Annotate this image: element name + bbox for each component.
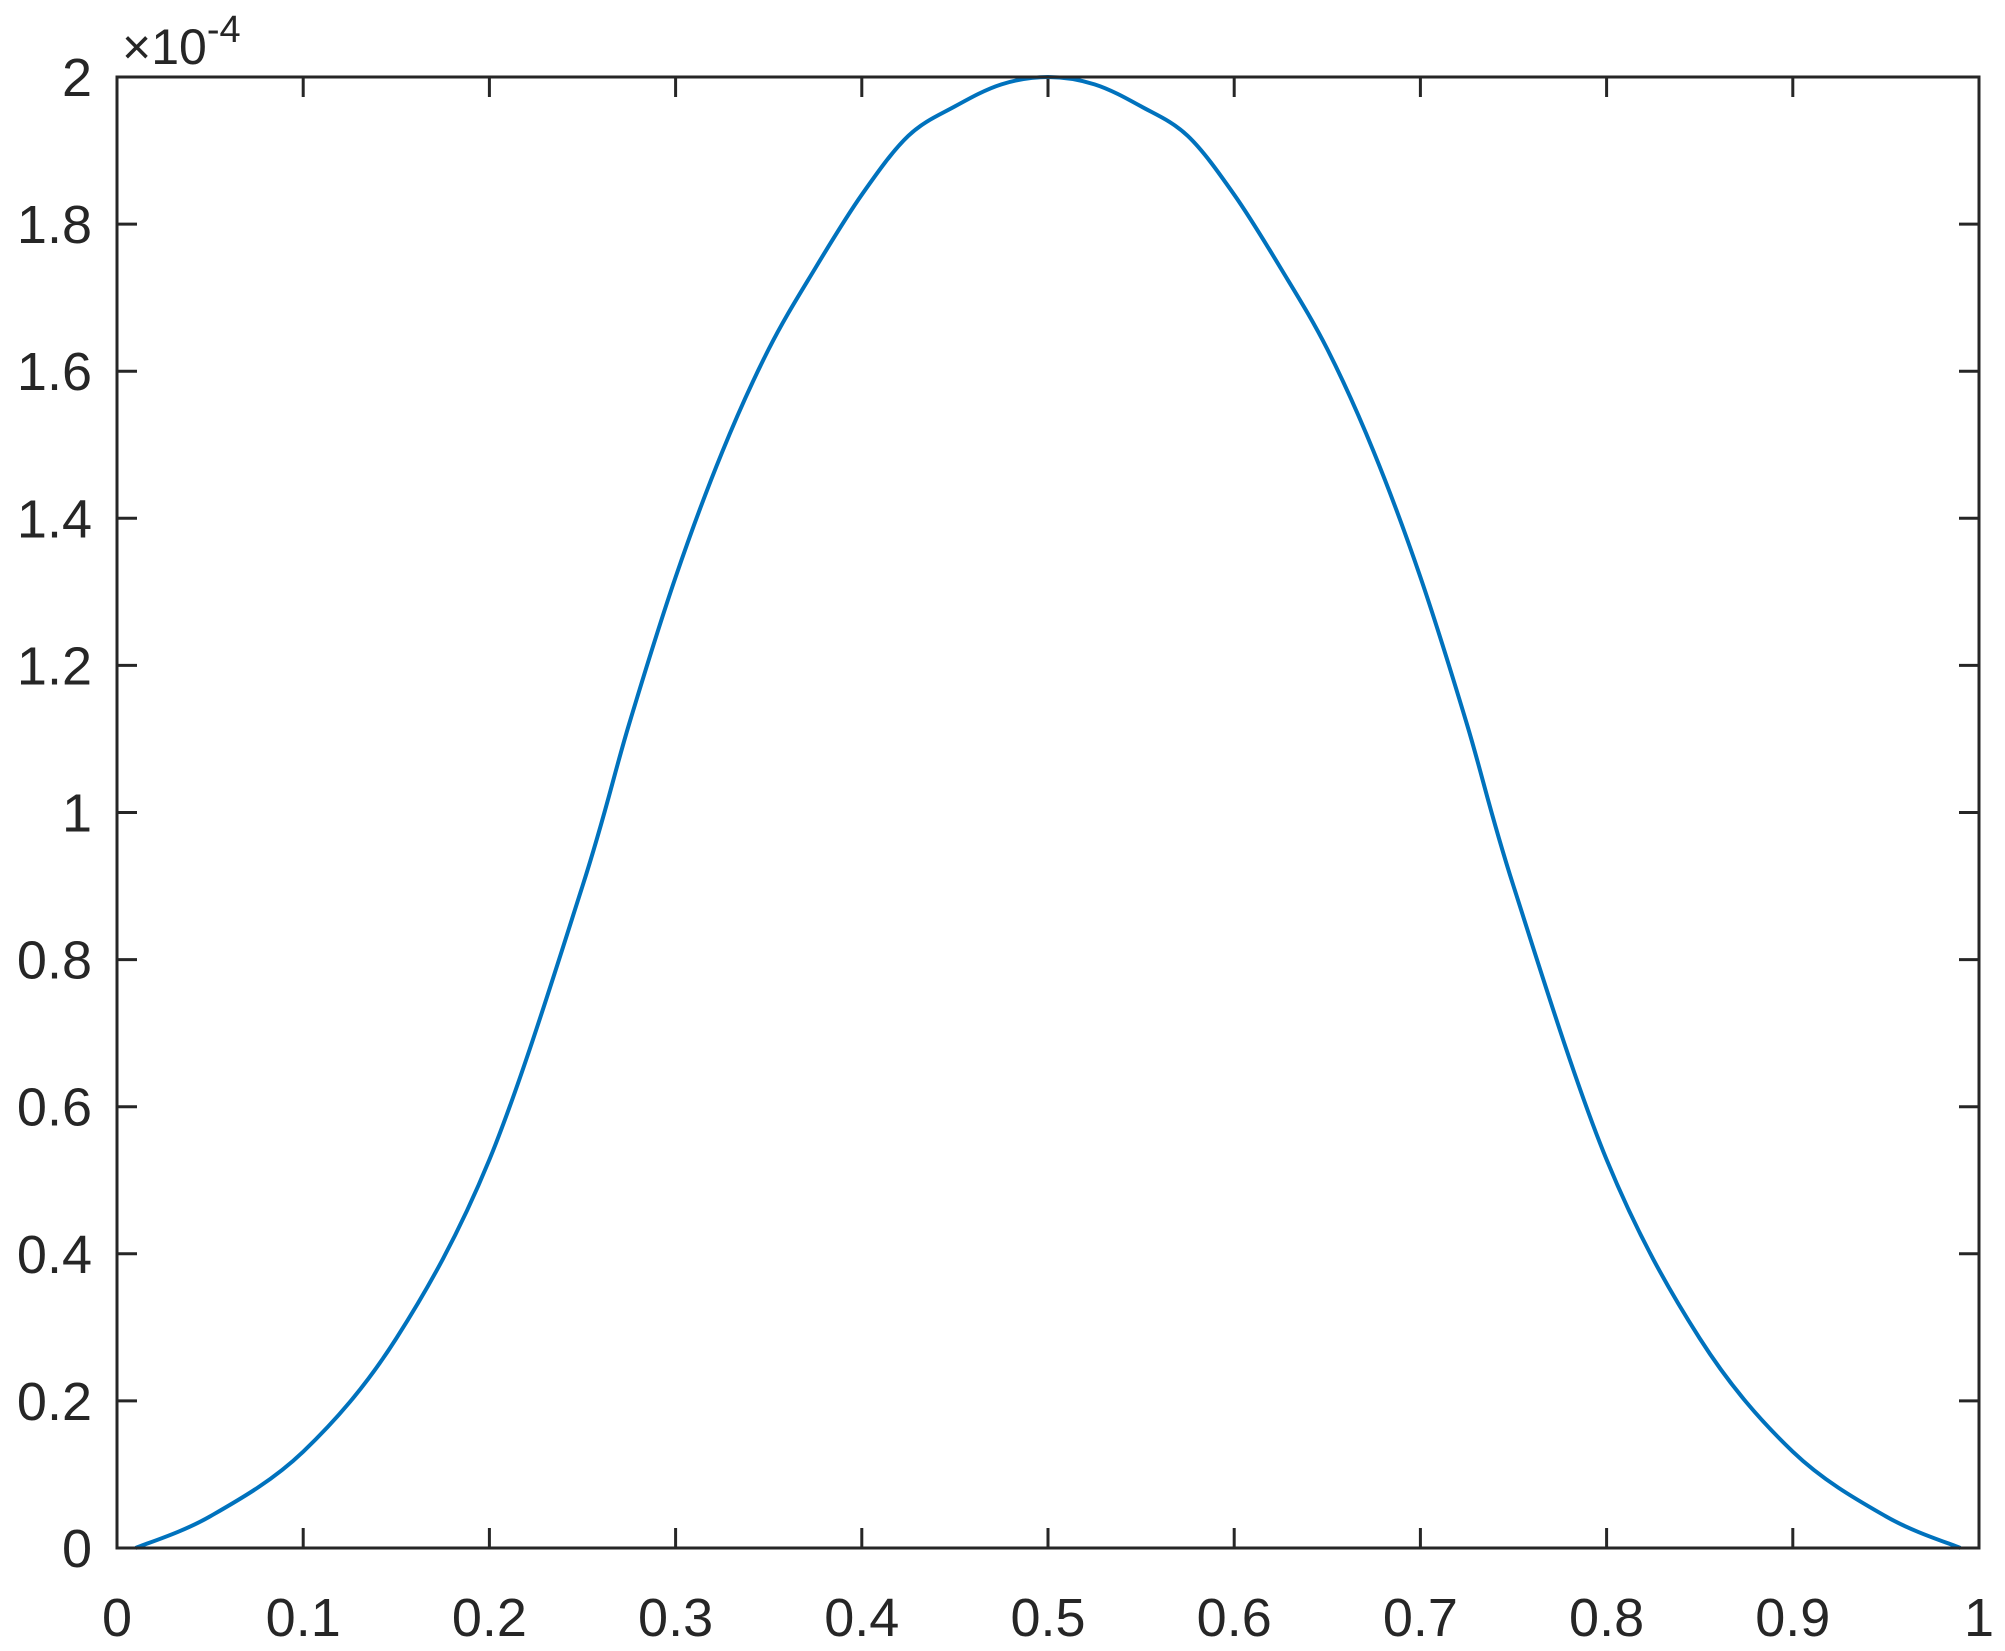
x-tick-label: 1 [1964, 1588, 1994, 1648]
axes-box [115, 75, 1981, 1550]
axes-background [117, 77, 1979, 1548]
y-tick-labels: 0 0.2 0.4 0.6 0.8 1 1.2 1.4 1.6 1.8 2 [17, 48, 92, 1579]
x-tick-label: 0.4 [824, 1588, 899, 1648]
x-tick-label: 0 [102, 1588, 132, 1648]
y-tick-label: 0.8 [17, 931, 92, 991]
y-exponent-label: ×10-4 [122, 9, 241, 75]
x-tick-label: 0.5 [1010, 1588, 1085, 1648]
y-tick-label: 0 [62, 1519, 92, 1579]
x-tick-label: 0.8 [1569, 1588, 1644, 1648]
y-exponent-base: ×10 [122, 19, 207, 75]
y-tick-label: 1.8 [17, 195, 92, 255]
x-tick-label: 0.1 [266, 1588, 341, 1648]
y-exponent-power: -4 [207, 9, 241, 51]
y-tick-label: 1.2 [17, 636, 92, 696]
y-tick-label: 0.2 [17, 1372, 92, 1432]
y-tick-label: 1 [62, 784, 92, 844]
y-tick-label: 1.4 [17, 489, 92, 549]
x-tick-label: 0.6 [1197, 1588, 1272, 1648]
y-tick-label: 0.6 [17, 1078, 92, 1138]
x-tick-labels: 0 0.1 0.2 0.3 0.4 0.5 0.6 0.7 0.8 0.9 1 [102, 1588, 1994, 1648]
x-tick-label: 0.3 [638, 1588, 713, 1648]
y-tick-label: 1.6 [17, 342, 92, 402]
x-tick-label: 0.7 [1383, 1588, 1458, 1648]
y-tick-label: 2 [62, 48, 92, 108]
x-tick-label: 0.2 [452, 1588, 527, 1648]
y-tick-label: 0.4 [17, 1225, 92, 1285]
x-tick-label: 0.9 [1755, 1588, 1830, 1648]
